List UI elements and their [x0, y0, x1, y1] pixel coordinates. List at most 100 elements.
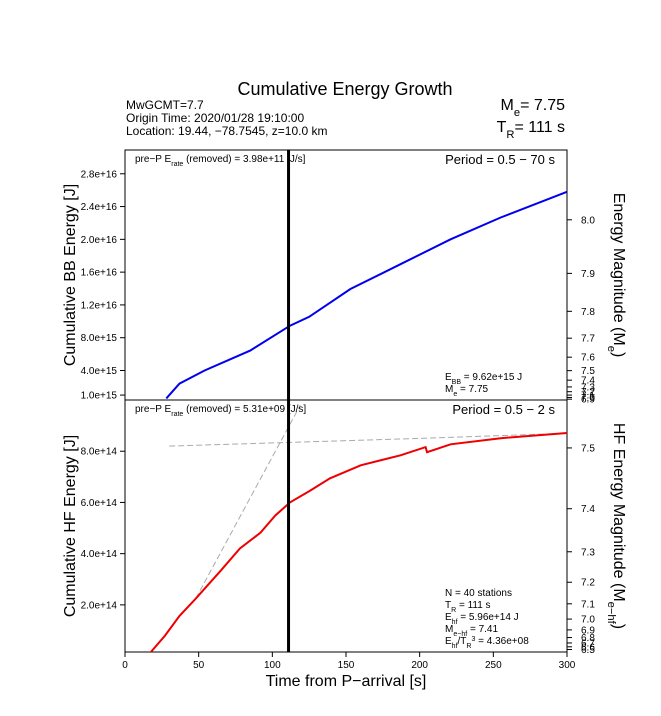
y2-tick-label: 7.6: [581, 353, 595, 364]
plot-frame: [124, 149, 568, 401]
y-axis-label: Cumulative HF Energy [J]: [62, 435, 79, 617]
x-tick-label: 100: [264, 660, 281, 671]
note: pre−P Erate (removed) = 5.31e+09 [J/s]: [135, 404, 306, 418]
subscript: e: [514, 107, 520, 119]
text-part: ): [610, 624, 627, 629]
y-tick-label: 1.2e+16: [81, 300, 118, 311]
y-tick-label: 1.0e+15: [81, 391, 118, 402]
y2-axis-label: HF Energy Magnitude (Me−hf): [605, 423, 627, 629]
text-part: T: [445, 600, 451, 611]
info-line: Location: 19.44, −78.7545, z=10.0 km: [126, 124, 327, 138]
y-tick-label: 2.4e+16: [81, 202, 118, 213]
subscript: e−hf: [605, 602, 617, 625]
summary-line: Me= 7.75: [501, 97, 566, 119]
text-part: = 7.75: [520, 97, 565, 114]
text-part: M: [445, 384, 453, 395]
y2-tick-label: 7.0: [581, 615, 595, 626]
stat-line: Me−hf = 7.41: [445, 624, 498, 638]
stat-line: Ehf/TR3 = 4.36e+08: [445, 636, 529, 650]
subscript: R: [466, 643, 471, 650]
reference-line: [195, 404, 301, 599]
text-part: M: [501, 97, 514, 114]
y2-tick-label: 7.1: [581, 599, 595, 610]
y2-tick-label: 7.3: [581, 547, 595, 558]
y2-tick-label: 6.7: [581, 638, 595, 649]
info-line: MwGCMT=7.7: [126, 98, 204, 112]
stat-line: TR = 111 s: [445, 600, 491, 614]
y2-tick-label: 7.7: [581, 334, 595, 345]
text-part: = 111 s: [514, 119, 565, 136]
y-tick-label: 2.0e+14: [81, 600, 118, 611]
reference-line: [169, 432, 567, 447]
x-tick-label: 200: [411, 660, 428, 671]
stat-line: N = 40 stations: [445, 588, 512, 599]
y2-tick-label: 6.8: [581, 633, 595, 644]
text-part: = 5.96e+14 J: [458, 612, 519, 623]
subscript: e−hf: [453, 631, 467, 638]
text-part: E: [445, 372, 452, 383]
note: pre−P Erate (removed) = 3.98e+11 [J/s]: [135, 154, 306, 168]
subscript: hf: [452, 643, 458, 650]
y2-tick-label: 6.9: [581, 395, 595, 406]
y2-tick-label: 7.1: [581, 391, 595, 402]
text-part: T: [497, 119, 507, 136]
x-tick-label: 0: [122, 660, 128, 671]
y2-tick-label: 6.6: [581, 642, 595, 653]
subscript: hf: [452, 619, 458, 626]
y-tick-label: 2.0e+16: [81, 235, 118, 246]
y2-tick-label: 7.2: [581, 578, 595, 589]
chart-title: Cumulative Energy Growth: [237, 79, 452, 99]
y-tick-label: 6.0e+14: [81, 498, 118, 509]
text-part: (removed) = 3.98e+11 [J/s]: [183, 154, 305, 165]
text-part: E: [445, 636, 452, 647]
info-line: Origin Time: 2020/01/28 19:10:00: [126, 111, 304, 125]
x-tick-label: 150: [338, 660, 355, 671]
subscript: rate: [171, 161, 183, 168]
text-part: HF Energy Magnitude (M: [610, 423, 627, 602]
subscript: BB: [452, 379, 462, 386]
y-tick-label: 4.0e+14: [81, 549, 118, 560]
text-part: (removed) = 5.31e+09 [J/s]: [183, 404, 306, 415]
subscript: R: [451, 607, 456, 614]
subscript: rate: [171, 411, 183, 418]
text-part: = 9.62e+15 J: [461, 372, 522, 383]
data-line: [165, 190, 567, 400]
x-tick-label: 50: [193, 660, 205, 671]
y-axis-label: Cumulative BB Energy [J]: [62, 184, 79, 366]
text-part: = 7.41: [467, 624, 498, 635]
stat-line: Ehf = 5.96e+14 J: [445, 612, 519, 626]
y2-tick-label: 6.5: [581, 645, 595, 656]
y2-tick-label: 7.9: [581, 269, 595, 280]
superscript: 3: [471, 636, 475, 643]
y2-tick-label: 7.5: [581, 366, 595, 377]
x-tick-label: 250: [485, 660, 502, 671]
y2-tick-label: 6.9: [581, 625, 595, 636]
stat-line: EBB = 9.62e+15 J: [445, 372, 522, 386]
x-tick-label: 300: [559, 660, 576, 671]
text-part: = 7.75: [457, 384, 488, 395]
y-tick-label: 8.0e+15: [81, 333, 118, 344]
text-part: pre−P E: [135, 154, 172, 165]
summary-line: TR= 111 s: [497, 119, 565, 141]
text-part: /T: [458, 636, 467, 647]
y2-tick-label: 7.4: [581, 376, 595, 387]
text-part: E: [445, 612, 452, 623]
subscript: R: [506, 129, 514, 141]
text-part: Energy Magnitude (M: [610, 193, 627, 346]
y-tick-label: 8.0e+14: [81, 447, 118, 458]
y2-tick-label: 7.4: [581, 504, 595, 515]
y2-tick-label: 7.3: [581, 382, 595, 393]
y-tick-label: 2.8e+16: [81, 169, 118, 180]
y2-tick-label: 7.5: [581, 443, 595, 454]
period-note: Period = 0.5 − 70 s: [445, 152, 555, 167]
y-tick-label: 4.0e+15: [81, 366, 118, 377]
x-axis-label: Time from P−arrival [s]: [266, 673, 427, 690]
y2-axis-label: Energy Magnitude (Me): [605, 193, 627, 358]
period-note: Period = 0.5 − 2 s: [452, 402, 555, 417]
y2-tick-label: 8.0: [581, 215, 595, 226]
stat-line: Me = 7.75: [445, 384, 489, 398]
text-part: = 4.36e+08: [475, 636, 529, 647]
text-part: = 111 s: [456, 600, 490, 611]
y2-tick-label: 7.0: [581, 393, 595, 404]
text-part: ): [610, 352, 627, 357]
